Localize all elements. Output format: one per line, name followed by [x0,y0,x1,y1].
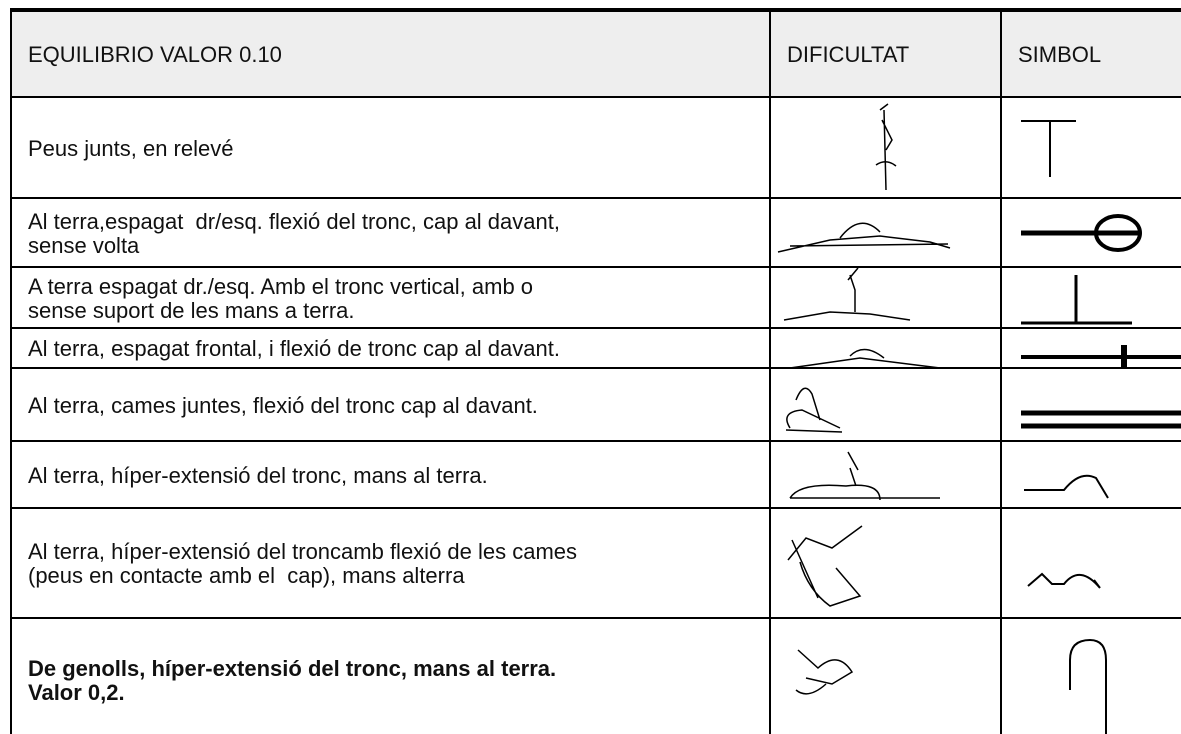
table-cell [769,507,1002,619]
figure-pike [785,387,843,433]
figure-split-vertical [783,267,911,321]
table-cell [769,367,1002,442]
table-cell [769,266,1002,329]
table-cell [1000,507,1181,619]
figure-split-frontal [789,348,941,369]
symbol-double-line [1021,410,1181,429]
row-description: Al terra, híper-extensió del tronc, mans… [28,462,488,488]
figure-releve [875,103,897,191]
top-border [10,8,1181,10]
figure-split-forward [777,222,951,253]
row-description: De genolls, híper-extensió del tronc, ma… [28,655,557,705]
symbol-circle-line [1021,214,1142,252]
table-cell: De genolls, híper-extensió del tronc, ma… [10,617,770,734]
header-cell: DIFICULTAT [769,10,1002,97]
table-cell [1000,440,1181,509]
row-description: Al terra, híper-extensió del troncamb fl… [28,539,578,588]
table-cell [1000,96,1181,199]
figure-bridge-bent [787,525,874,619]
row-description: Al terra, cames juntes, flexió del tronc… [28,392,538,418]
symbol-arc-bent [1027,572,1101,589]
table-cell [1000,327,1181,369]
table-cell [769,440,1002,509]
column-header: DIFICULTAT [787,41,910,67]
table-cell: Al terra, híper-extensió del troncamb fl… [10,507,770,619]
figure-kneeling [795,649,854,695]
table-cell [769,96,1002,199]
table-cell [1000,617,1181,734]
row-description: A terra espagat dr./esq. Amb el tronc ve… [28,273,534,323]
row-description: Al terra, espagat frontal, i flexió de t… [28,336,560,361]
table-cell: Peus junts, en relevé [10,96,770,199]
symbol-cross-line [1021,345,1181,368]
table-cell: Al terra, cames juntes, flexió del tronc… [10,367,770,442]
table-cell [1000,197,1181,268]
header-cell: SIMBOL [1000,10,1181,97]
table-cell: Al terra,espagat dr/esq. flexió del tron… [10,197,770,268]
figure-bridge [789,451,940,501]
symbol-hook [1069,638,1107,734]
row-description: Al terra,espagat dr/esq. flexió del tron… [28,208,560,258]
table-cell [769,617,1002,734]
column-header: EQUILIBRIO VALOR 0.10 [28,41,282,67]
symbol-inverted-t [1021,275,1132,325]
column-header: SIMBOL [1018,41,1102,67]
table-cell: A terra espagat dr./esq. Amb el tronc ve… [10,266,770,329]
table-cell [769,197,1002,268]
table-cell [769,327,1002,369]
header-cell: EQUILIBRIO VALOR 0.10 [10,10,770,97]
table-cell [1000,367,1181,442]
row-description: Peus junts, en relevé [28,135,234,161]
symbol-arc [1024,474,1109,499]
symbol-t [1021,120,1076,177]
table-cell [1000,266,1181,329]
table-cell: Al terra, espagat frontal, i flexió de t… [10,327,770,369]
table-cell: Al terra, híper-extensió del tronc, mans… [10,440,770,509]
